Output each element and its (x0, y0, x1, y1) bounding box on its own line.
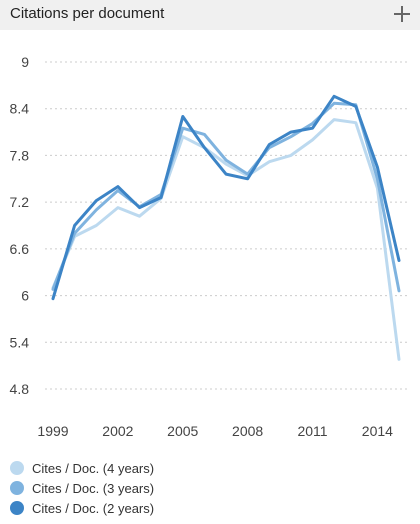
y-tick-label-7: 4.8 (10, 381, 30, 397)
y-tick-label-0: 9 (21, 54, 29, 70)
chart-title: Citations per document (10, 5, 165, 22)
x-tick-label-5: 2014 (362, 423, 393, 439)
x-tick-label-4: 2011 (297, 423, 327, 439)
chart-header: Citations per document (0, 0, 420, 30)
series-line-4-years (51, 118, 401, 361)
legend-swatch-2-years (10, 501, 24, 515)
series-line-3-years (51, 101, 401, 293)
legend-item-3-years[interactable]: Cites / Doc. (3 years) (10, 478, 154, 498)
legend-label-3-years: Cites / Doc. (3 years) (32, 480, 155, 496)
legend-swatch-3-years (10, 481, 24, 495)
legend-item-4-years[interactable]: Cites / Doc. (4 years) (10, 458, 154, 478)
legend-label-2-years: Cites / Doc. (2 years) (32, 500, 155, 516)
series-line-2-years (51, 94, 401, 301)
y-tick-label-6: 5.4 (10, 334, 30, 350)
y-tick-label-4: 6.6 (10, 241, 30, 257)
line-chart: 9 8.4 7.8 7.2 6.6 6 5.4 4.8 1999 2002 2005 2008 2011… (10, 54, 408, 439)
add-icon[interactable] (390, 2, 414, 26)
y-tick-label-3: 7.2 (10, 194, 30, 210)
x-tick-label-1: 2002 (102, 423, 133, 439)
y-tick-label-1: 8.4 (10, 101, 30, 117)
y-tick-label-5: 6 (21, 288, 29, 304)
x-tick-label-2: 2005 (167, 423, 198, 439)
legend: Cites / Doc. (4 years) Cites / Doc. (3 y… (10, 458, 154, 518)
legend-label-4-years: Cites / Doc. (4 years) (32, 460, 155, 476)
y-tick-label-2: 7.8 (10, 147, 30, 163)
legend-item-2-years[interactable]: Cites / Doc. (2 years) (10, 498, 154, 518)
x-tick-label-3: 2008 (232, 423, 263, 439)
legend-swatch-4-years (10, 461, 24, 475)
x-tick-label-0: 1999 (37, 423, 68, 439)
